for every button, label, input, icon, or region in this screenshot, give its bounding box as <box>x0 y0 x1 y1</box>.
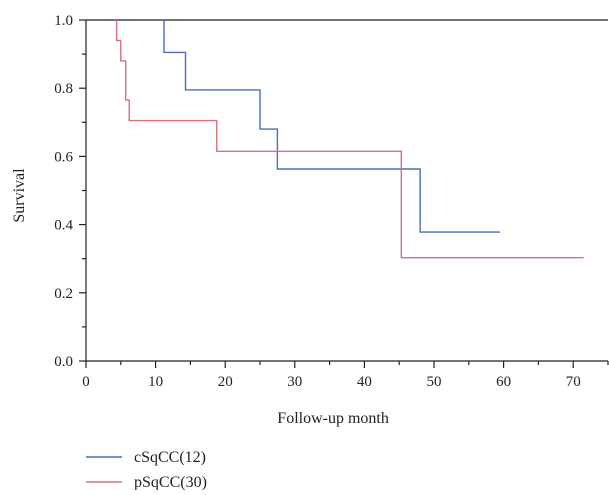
x-tick-label: 50 <box>427 374 442 390</box>
x-tick-label: 0 <box>82 374 90 390</box>
x-tick-label: 60 <box>496 374 511 390</box>
x-axis-title: Follow-up month <box>277 410 389 427</box>
y-tick-label: 0.8 <box>54 81 73 97</box>
x-tick-label: 70 <box>566 374 581 390</box>
legend: cSqCC(12) pSqCC(30) <box>86 449 207 491</box>
y-tick-label: 0.4 <box>54 218 73 234</box>
series-line-csqcc-12- <box>163 20 501 233</box>
x-tick-label: 20 <box>218 374 233 390</box>
y-axis-title: Survival <box>11 168 28 223</box>
legend-label: cSqCC(12) <box>134 449 206 466</box>
x-tick-label: 40 <box>357 374 372 390</box>
series-line-psqcc-30- <box>115 20 584 259</box>
y-tick-label: 0.0 <box>54 354 73 370</box>
x-tick-label: 30 <box>287 374 302 390</box>
y-tick-label: 1.0 <box>54 13 73 29</box>
axes-layer: 0.0 0.2 0.4 0.6 0.8 1.0 0 10 20 30 40 50 60 70 Follow-… <box>11 13 609 427</box>
legend-label: pSqCC(30) <box>134 474 207 490</box>
series-layer <box>115 20 584 259</box>
y-tick-label: 0.6 <box>54 149 73 165</box>
x-tick-label: 10 <box>148 374 163 390</box>
y-tick-label: 0.2 <box>54 286 73 302</box>
